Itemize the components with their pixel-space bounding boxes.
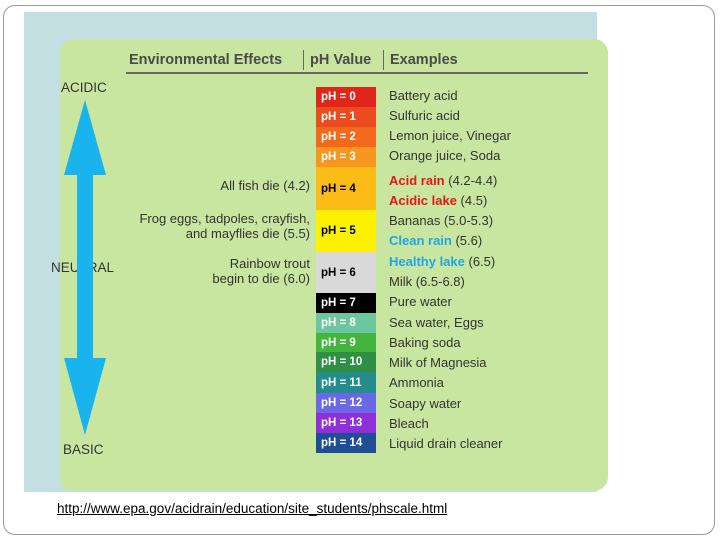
ph-cell-10: pH = 10: [316, 352, 376, 372]
example-item: Clean rain (5.6): [389, 233, 482, 248]
example-text: Soapy water: [389, 396, 462, 411]
example-text: Bananas (5.0-5.3): [389, 213, 494, 228]
example-highlight: Acid rain: [389, 173, 445, 188]
example-item: Baking soda: [389, 335, 461, 350]
ph-cell-14: pH = 14: [316, 433, 376, 453]
example-text: (4.5): [456, 193, 488, 208]
example-text: Sea water, Eggs: [389, 315, 484, 330]
example-text: Lemon juice, Vinegar: [389, 128, 511, 143]
ph-cell-6: pH = 6: [316, 252, 376, 293]
basic-label: BASIC: [63, 442, 104, 457]
example-text: Liquid drain cleaner: [389, 436, 503, 451]
example-text: Battery acid: [389, 88, 458, 103]
ph-cell-2: pH = 2: [316, 127, 376, 147]
header-environmental-effects: Environmental Effects: [129, 52, 283, 68]
example-item: Orange juice, Soda: [389, 148, 500, 163]
example-highlight: Healthy lake: [389, 254, 465, 269]
example-text: (6.5): [464, 254, 496, 269]
example-item: Milk of Magnesia: [389, 355, 487, 370]
header-separator: [383, 50, 384, 70]
example-text: Ammonia: [389, 375, 444, 390]
example-item: Bleach: [389, 416, 429, 431]
ph-cell-1: pH = 1: [316, 107, 376, 127]
ph-cell-7: pH = 7: [316, 293, 376, 313]
example-item: Soapy water: [389, 396, 461, 411]
ph-cell-3: pH = 3: [316, 147, 376, 167]
example-text: Sulfuric acid: [389, 108, 460, 123]
acidity-double-arrow-icon: [64, 100, 106, 435]
example-item: Healthy lake (6.5): [389, 254, 495, 269]
example-highlight: Clean rain: [389, 233, 452, 248]
example-highlight: Acidic lake: [389, 193, 457, 208]
example-item: Acid rain (4.2-4.4): [389, 173, 497, 188]
example-item: Acidic lake (4.5): [389, 193, 487, 208]
example-item: Milk (6.5-6.8): [389, 274, 465, 289]
ph-cell-5: pH = 5: [316, 210, 376, 252]
ph-cell-9: pH = 9: [316, 333, 376, 352]
example-item: Lemon juice, Vinegar: [389, 128, 511, 143]
acidic-label: ACIDIC: [61, 80, 107, 95]
example-item: Ammonia: [389, 375, 444, 390]
example-item: Bananas (5.0-5.3): [389, 213, 493, 228]
ph-cell-12: pH = 12: [316, 393, 376, 413]
header-ph-value: pH Value: [310, 52, 372, 68]
example-item: Sea water, Eggs: [389, 315, 484, 330]
example-item: Battery acid: [389, 88, 458, 103]
example-text: (5.6): [451, 233, 483, 248]
header-separator: [303, 50, 304, 70]
header-rule: [126, 72, 588, 74]
example-text: Baking soda: [389, 335, 461, 350]
example-text: (4.2-4.4): [444, 173, 498, 188]
effect-rainbow-trout: Rainbow trout begin to die (6.0): [212, 256, 310, 286]
ph-cell-8: pH = 8: [316, 313, 376, 333]
example-text: Bleach: [389, 416, 429, 431]
effect-all-fish-die: All fish die (4.2): [220, 178, 310, 193]
example-text: Milk (6.5-6.8): [389, 274, 465, 289]
example-text: Orange juice, Soda: [389, 148, 501, 163]
example-text: Pure water: [389, 294, 452, 309]
example-text: Milk of Magnesia: [389, 355, 487, 370]
header-examples: Examples: [390, 52, 458, 68]
example-item: Liquid drain cleaner: [389, 436, 502, 451]
ph-cell-4: pH = 4: [316, 167, 376, 210]
example-item: Pure water: [389, 294, 452, 309]
ph-cell-13: pH = 13: [316, 413, 376, 433]
slide-frame: [3, 5, 715, 535]
effect-frog-eggs: Frog eggs, tadpoles, crayfish, and mayfl…: [139, 211, 310, 241]
source-link[interactable]: http://www.epa.gov/acidrain/education/si…: [57, 501, 448, 516]
example-item: Sulfuric acid: [389, 108, 460, 123]
ph-cell-11: pH = 11: [316, 372, 376, 393]
ph-cell-0: pH = 0: [316, 87, 376, 107]
